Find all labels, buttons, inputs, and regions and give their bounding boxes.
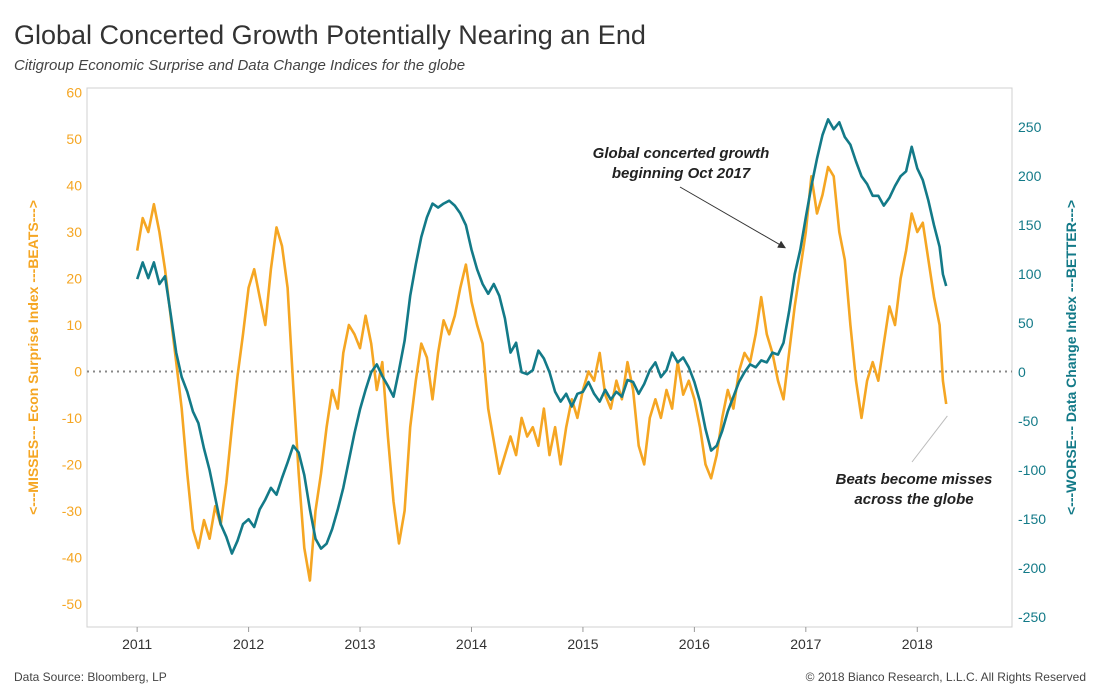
- annotation-arrow: [679, 186, 786, 249]
- x-tick-label: 2013: [344, 636, 375, 652]
- x-tick-label: 2017: [790, 636, 821, 652]
- chart-title: Global Concerted Growth Potentially Near…: [14, 20, 646, 50]
- x-tick-label: 2014: [456, 636, 487, 652]
- right-tick-label: -50: [1018, 413, 1038, 429]
- left-tick-label: -50: [62, 596, 82, 612]
- left-tick-label: -40: [62, 549, 82, 565]
- left-tick-label: 40: [66, 178, 82, 194]
- right-tick-label: -100: [1018, 462, 1046, 478]
- right-tick-label: -250: [1018, 609, 1046, 625]
- series-layer: [135, 118, 948, 582]
- right-tick-label: 200: [1018, 168, 1042, 184]
- right-tick-label: 50: [1018, 315, 1034, 331]
- annotation-pointer: [911, 415, 948, 463]
- x-tick-label: 2016: [679, 636, 710, 652]
- right-axis-label: <---WORSE--- Data Change Index ---BETTER…: [1063, 200, 1079, 515]
- x-tick-label: 2018: [902, 636, 933, 652]
- left-tick-label: 20: [66, 271, 82, 287]
- annotation-global-growth: Global concerted growth beginning Oct 201…: [593, 145, 770, 182]
- left-tick-label: 50: [66, 131, 82, 147]
- left-tick-label: -20: [62, 456, 82, 472]
- axes-layer: 2011 2012 2013 2014 2015 2016 2017 2018 60 50 40 30…: [25, 85, 1079, 652]
- x-tick-label: 2015: [567, 636, 598, 652]
- x-tick-label: 2011: [122, 636, 152, 652]
- data-source-note: Data Source: Bloomberg, LP: [14, 670, 167, 684]
- left-axis-label: <---MISSES--- Econ Surprise Index ---BEA…: [25, 200, 41, 515]
- right-tick-label: -200: [1018, 560, 1046, 576]
- right-tick-label: 0: [1018, 364, 1026, 380]
- annotation-line: across the globe: [854, 491, 973, 508]
- x-tick-label: 2012: [233, 636, 264, 652]
- right-tick-label: 150: [1018, 217, 1042, 233]
- left-tick-label: 10: [66, 317, 82, 333]
- plot-frame: [86, 87, 1013, 628]
- right-tick-label: -150: [1018, 511, 1046, 527]
- left-tick-label: 30: [66, 224, 82, 240]
- right-tick-label: 100: [1018, 266, 1042, 282]
- annotation-line: beginning Oct 2017: [612, 165, 751, 182]
- left-tick-label: 0: [74, 363, 82, 379]
- series-line-econ-surprise: [135, 165, 948, 582]
- annotation-layer: Global concerted growth beginning Oct 201…: [593, 145, 993, 508]
- annotation-line: Global concerted growth: [593, 145, 770, 162]
- right-tick-label: 250: [1018, 119, 1042, 135]
- left-tick-label: -10: [62, 410, 82, 426]
- annotation-line: Beats become misses: [836, 471, 993, 488]
- chart-subtitle: Citigroup Economic Surprise and Data Cha…: [14, 57, 466, 74]
- left-tick-label: -30: [62, 503, 82, 519]
- series-line-data-change: [135, 118, 948, 555]
- left-tick-label: 60: [66, 85, 82, 101]
- annotation-beats-misses: Beats become misses across the globe: [836, 471, 993, 508]
- copyright-note: © 2018 Bianco Research, L.L.C. All Right…: [805, 670, 1086, 684]
